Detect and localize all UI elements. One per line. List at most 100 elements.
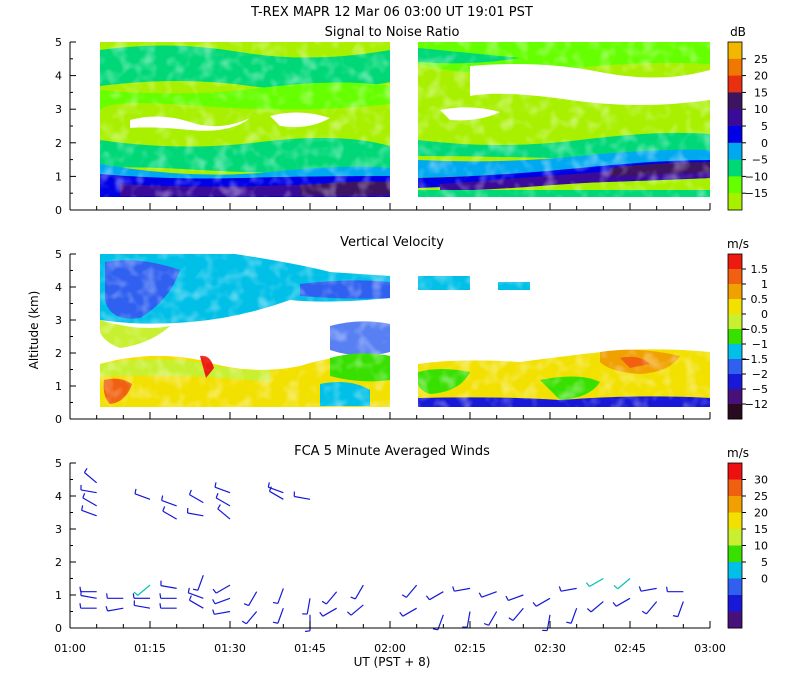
winds-panel: FCA 5 Minute Averaged Winds xyxy=(79,444,684,633)
colorbar-tick-label: 20 xyxy=(754,70,768,83)
x-tick-label: 02:15 xyxy=(454,642,486,655)
colorbar-tick-label: 0 xyxy=(761,308,768,321)
wind-barb-shaft xyxy=(277,607,284,624)
wind-barb-shaft xyxy=(137,584,151,596)
wind-barb-flag xyxy=(268,486,272,492)
wind-barb-flag xyxy=(319,611,324,617)
y-tick-label: 1 xyxy=(55,170,62,183)
colorbar-frame xyxy=(727,253,743,420)
wind-barb-shaft xyxy=(402,607,417,617)
wind-barb-flag xyxy=(215,493,219,499)
colorbar-swatch xyxy=(728,562,742,579)
colorbar-tick-label: 25 xyxy=(754,53,768,66)
colorbar-swatch xyxy=(728,389,742,405)
wind-barb-flag xyxy=(105,606,109,612)
wind-barb-flag xyxy=(666,586,668,592)
wind-barb-shaft xyxy=(294,495,311,500)
y-tick-label: 4 xyxy=(55,70,62,83)
wind-barb-shaft xyxy=(161,499,177,507)
wind-barb-flag xyxy=(212,599,216,605)
wind-barb-flag xyxy=(346,611,352,616)
colorbar-swatch xyxy=(728,193,742,211)
colorbar-swatch xyxy=(728,595,742,612)
wind-barb-shaft xyxy=(437,614,444,631)
wind-barb-shaft xyxy=(187,512,204,517)
x-tick-label: 02:30 xyxy=(534,642,566,655)
colorbar-swatch xyxy=(728,159,742,177)
wind-barb-flag xyxy=(452,586,455,592)
wind-barb-flag xyxy=(159,593,162,599)
colorbar-swatch xyxy=(728,58,742,77)
colorbar-tick-label: 1 xyxy=(761,278,768,291)
x-tick-label: 03:00 xyxy=(694,642,726,655)
wind-barb-flag xyxy=(586,608,592,613)
colorbar-swatch xyxy=(728,374,742,390)
wind-barb-flag xyxy=(188,489,192,495)
colorbar-tick-label: −1 xyxy=(752,338,768,351)
wind-barb-shaft xyxy=(535,597,551,607)
wind-barb-flag xyxy=(82,493,86,499)
x-tick-label: 01:15 xyxy=(134,642,166,655)
wind-barb-shaft xyxy=(354,584,364,600)
y-tick-label: 0 xyxy=(55,622,62,635)
axes: 0 1 2 3 4 5 0 1 2 3 4 5 0 1 2 3 4 5 01:00 01:15 01:30 01:45 02… xyxy=(54,36,726,655)
wind-barb-shaft xyxy=(160,585,177,589)
wind-barb-shaft xyxy=(508,594,524,602)
colorbar-swatch xyxy=(728,176,742,194)
wind-barb-flag xyxy=(641,610,647,615)
colorbar-tick-label: −5 xyxy=(752,383,768,396)
colorbar-tick-label: −2 xyxy=(752,368,768,381)
wind-barb-flag xyxy=(159,603,162,609)
wind-barb-shaft xyxy=(82,497,97,507)
colorbar-tick-label: 30 xyxy=(754,474,768,487)
wind-barb-shaft xyxy=(677,601,684,617)
colorbar-tick-label: −1.5 xyxy=(741,353,768,366)
y-tick-label: 0 xyxy=(55,413,62,426)
wind-barb-flag xyxy=(425,595,430,601)
wind-barb-shaft xyxy=(488,611,498,626)
wind-barb-flag xyxy=(401,594,407,598)
wind-barb-flag xyxy=(272,621,278,624)
wind-barb-shaft xyxy=(134,604,151,609)
wind-barb-flag xyxy=(558,586,562,592)
wind-barb-shaft xyxy=(214,610,231,615)
wind-barb-shaft xyxy=(107,607,124,612)
x-tick-label: 01:30 xyxy=(214,642,246,655)
wind-barb-shaft xyxy=(306,598,311,615)
wind-barb-flag xyxy=(217,504,221,510)
colorbar-tick-label: −10 xyxy=(745,170,768,183)
wind-barb-shaft xyxy=(215,497,231,507)
colorbar-swatch xyxy=(728,479,742,497)
wind-barb-shaft xyxy=(217,508,231,520)
colorbar-swatch xyxy=(728,284,742,300)
wind-barb-flag xyxy=(79,603,82,609)
wind-barb-flag xyxy=(241,620,247,625)
wind-barb-shaft xyxy=(454,587,471,592)
wind-barb-flag xyxy=(272,601,278,605)
x-axis-label: UT (PST + 8) xyxy=(354,655,431,669)
wind-barb-shaft xyxy=(322,607,337,617)
y-tick-label: 1 xyxy=(55,380,62,393)
wind-barb-shaft xyxy=(214,486,231,494)
wind-barb-shaft xyxy=(466,611,471,628)
wind-barb-flag xyxy=(304,630,311,633)
wind-barb-flag xyxy=(132,593,135,599)
snr-field xyxy=(100,42,710,197)
colorbar-tick-label: 5 xyxy=(761,556,768,569)
x-tick-label: 02:45 xyxy=(614,642,646,655)
wind-barb-flag xyxy=(133,591,139,596)
wind-barb-shaft xyxy=(245,611,258,625)
y-tick-label: 2 xyxy=(55,137,62,150)
wind-barb-flag xyxy=(81,505,84,511)
wind-barb-flag xyxy=(350,596,356,600)
wind-barb-shaft xyxy=(512,607,524,621)
colorbar-swatch xyxy=(728,269,742,285)
wind-barb-shaft xyxy=(162,510,177,520)
wind-barb-shaft xyxy=(215,584,231,594)
wind-barb-flag xyxy=(83,467,88,473)
colorbars: dB2520151050−5−10−15m/s1.510.50−0.5−1−1.… xyxy=(727,25,768,629)
wind-barb-flag xyxy=(321,600,327,605)
wind-barb-shaft xyxy=(617,578,631,590)
wind-barb-shaft xyxy=(350,604,364,616)
colorbar-swatch xyxy=(728,512,742,530)
